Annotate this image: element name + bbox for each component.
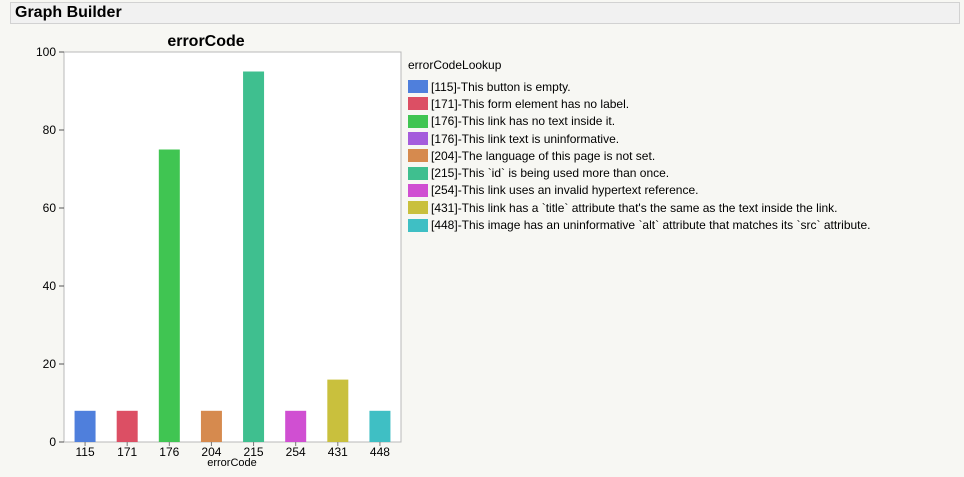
legend-item: [215]-This `id` is being used more than … [408, 164, 871, 181]
legend-item: [171]-This form element has no label. [408, 95, 871, 112]
bar-171 [116, 410, 138, 442]
legend-swatch [408, 132, 428, 146]
legend-swatch [408, 149, 428, 163]
y-tick-label-100: 100 [36, 45, 56, 59]
legend-swatch [408, 166, 428, 180]
legend-item: [176]-This link text is uninformative. [408, 130, 871, 147]
y-tick-label-80: 80 [43, 123, 57, 137]
legend: errorCodeLookup [115]-This button is emp… [408, 58, 871, 234]
legend-item: [204]-The language of this page is not s… [408, 147, 871, 164]
legend-swatch [408, 201, 428, 215]
y-tick-label-0: 0 [49, 435, 56, 449]
y-tick-label-60: 60 [43, 201, 57, 215]
legend-swatch [408, 80, 428, 94]
plot-frame [63, 51, 402, 443]
bar-115 [74, 410, 96, 442]
window-title: Graph Builder [15, 4, 122, 21]
legend-label: [215]-This `id` is being used more than … [431, 166, 670, 181]
x-tick-label-115: 115 [75, 445, 94, 459]
bar-176 [158, 149, 180, 442]
x-tick-label-171: 171 [117, 445, 137, 459]
legend-item: [254]-This link uses an invalid hypertex… [408, 182, 871, 199]
window-titlebar: Graph Builder [10, 2, 960, 24]
legend-label: [254]-This link uses an invalid hypertex… [431, 183, 699, 198]
chart-title: errorCode [167, 33, 244, 50]
legend-label: [176]-This link has no text inside it. [431, 114, 616, 129]
bar-254 [285, 410, 307, 442]
legend-swatch [408, 183, 428, 197]
x-tick-label-204: 204 [201, 445, 221, 459]
x-tick-label-215: 215 [244, 445, 264, 459]
x-tick-label-176: 176 [159, 445, 179, 459]
legend-item: [431]-This link has a `title` attribute … [408, 199, 871, 216]
bar-448 [369, 410, 391, 442]
x-axis-label: errorCode [207, 457, 257, 469]
bar-215 [243, 71, 265, 442]
bar-431 [327, 379, 349, 442]
x-tick-label-254: 254 [286, 445, 306, 459]
bar-204 [200, 410, 222, 442]
legend-label: [448]-This image has an uninformative `a… [431, 218, 871, 233]
legend-label: [115]-This button is empty. [431, 79, 571, 94]
legend-label: [176]-This link text is uninformative. [431, 131, 620, 146]
legend-label: [431]-This link has a `title` attribute … [431, 200, 838, 215]
y-tick-label-40: 40 [43, 279, 57, 293]
x-tick-label-431: 431 [328, 445, 348, 459]
legend-label: [171]-This form element has no label. [431, 96, 630, 111]
x-tick-label-448: 448 [370, 445, 390, 459]
legend-item: [115]-This button is empty. [408, 78, 871, 95]
y-tick-label-20: 20 [43, 357, 57, 371]
legend-title: errorCodeLookup [408, 58, 502, 72]
legend-item: [448]-This image has an uninformative `a… [408, 216, 871, 233]
legend-label: [204]-The language of this page is not s… [431, 148, 656, 163]
legend-swatch [408, 218, 428, 232]
legend-item: [176]-This link has no text inside it. [408, 113, 871, 130]
legend-items: [115]-This button is empty. [171]-This fo… [408, 78, 871, 234]
legend-swatch [408, 97, 428, 111]
legend-swatch [408, 114, 428, 128]
